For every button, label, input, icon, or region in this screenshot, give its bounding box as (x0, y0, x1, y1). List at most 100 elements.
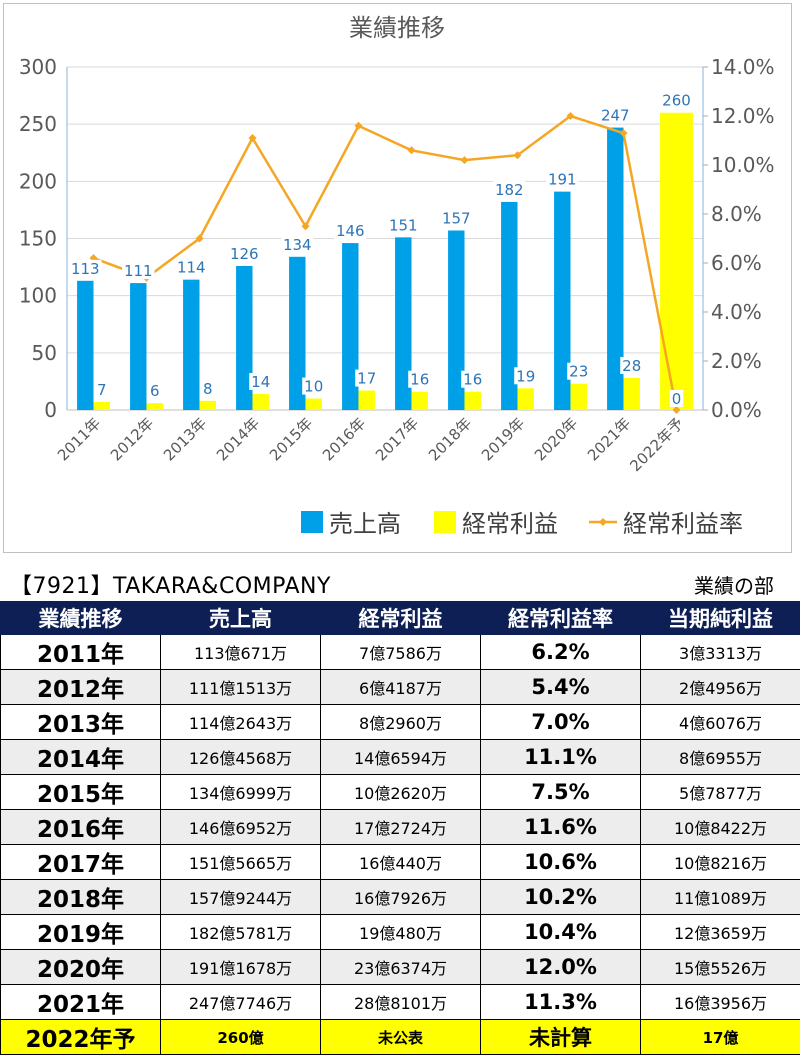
data-label-ordinary-profit: 17 (357, 370, 376, 388)
legend-label-sales: 売上高 (329, 510, 401, 538)
table-cell-sales: 191億1678万 (161, 950, 321, 985)
table-cell-ordinary-profit: 14億6594万 (321, 740, 481, 775)
table-cell-sales: 146億6952万 (161, 810, 321, 845)
x-tick-label: 2015年 (266, 414, 316, 464)
table-cell-net-income: 10億8422万 (641, 810, 800, 845)
data-label-ordinary-profit: 14 (251, 373, 270, 391)
data-label-sales: 182 (495, 181, 524, 199)
x-tick-label: 2018年 (425, 414, 475, 464)
data-label-sales: 134 (283, 236, 312, 254)
table-cell-net-income: 4億6076万 (641, 705, 800, 740)
chart-title: 業績推移 (349, 14, 445, 42)
bar-ordinary-profit (94, 402, 110, 410)
marker-profit-margin (408, 146, 416, 154)
bar-ordinary-profit (412, 392, 428, 410)
table-cell-period: 2011年 (1, 635, 161, 670)
x-tick-label: 2017年 (372, 414, 422, 464)
table-cell-sales: 157億9244万 (161, 880, 321, 915)
y-right-tick-label: 12.0% (711, 104, 775, 128)
table-cell-net-income: 15億5526万 (641, 950, 800, 985)
bar-ordinary-profit (253, 394, 269, 410)
bar-ordinary-profit (660, 113, 693, 410)
bar-sales (130, 283, 146, 410)
table-cell-profit-margin: 10.2% (481, 880, 641, 915)
company-title: 【7921】TAKARA&COMPANY (10, 568, 331, 600)
table-cell-ordinary-profit: 16億440万 (321, 845, 481, 880)
data-label-ordinary-profit: 10 (304, 378, 323, 396)
bar-ordinary-profit (147, 403, 163, 410)
table-cell-net-income: 11億1089万 (641, 880, 800, 915)
table-cell-period: 2013年 (1, 705, 161, 740)
data-label-sales: 151 (389, 216, 418, 234)
table-cell-profit-margin: 7.5% (481, 775, 641, 810)
table-cell-profit-margin: 12.0% (481, 950, 641, 985)
table-cell-ordinary-profit: 28億8101万 (321, 985, 481, 1020)
y-right-tick-label: 6.0% (711, 251, 762, 275)
table-cell-period: 2019年 (1, 915, 161, 950)
legend-swatch-sales (301, 511, 323, 533)
y-left-tick-label: 200 (19, 169, 57, 193)
x-tick-label: 2013年 (160, 414, 210, 464)
data-label-sales: 113 (71, 260, 100, 278)
table-cell-sales: 134億6999万 (161, 775, 321, 810)
performance-chart: 業績推移0501001502002503000.0%2.0%4.0%6.0%8.… (4, 4, 791, 552)
y-right-tick-label: 14.0% (711, 55, 775, 79)
table-cell-sales: 114億2643万 (161, 705, 321, 740)
header-sales: 売上高 (161, 602, 321, 635)
table-cell-sales: 260億 (161, 1020, 321, 1055)
y-left-tick-label: 50 (32, 341, 57, 365)
data-label-ordinary-profit: 28 (622, 357, 641, 375)
table-cell-ordinary-profit: 10億2620万 (321, 775, 481, 810)
data-label-ordinary-profit: 16 (410, 371, 429, 389)
table-cell-net-income: 5億7877万 (641, 775, 800, 810)
y-left-tick-label: 300 (19, 55, 57, 79)
x-tick-label: 2011年 (54, 414, 104, 464)
header-net-income: 当期純利益 (641, 602, 800, 635)
table-cell-ordinary-profit: 23億6374万 (321, 950, 481, 985)
table-cell-ordinary-profit: 16億7926万 (321, 880, 481, 915)
x-tick-label: 2022年予 (626, 414, 687, 475)
table-cell-profit-margin: 6.2% (481, 635, 641, 670)
x-tick-label: 2014年 (213, 414, 263, 464)
table-cell-sales: 126億4568万 (161, 740, 321, 775)
bar-sales (183, 280, 199, 410)
table-cell-period: 2021年 (1, 985, 161, 1020)
y-left-tick-label: 250 (19, 112, 57, 136)
data-label-ordinary-profit: 16 (463, 371, 482, 389)
table-cell-ordinary-profit: 19億480万 (321, 915, 481, 950)
data-label-ordinary-profit: 8 (203, 380, 213, 398)
data-label-sales: 126 (230, 245, 259, 263)
table-cell-period: 2014年 (1, 740, 161, 775)
table-cell-sales: 182億5781万 (161, 915, 321, 950)
bar-sales (77, 281, 93, 410)
data-label-ordinary-profit: 23 (569, 363, 588, 381)
table-cell-sales: 247億7746万 (161, 985, 321, 1020)
bar-ordinary-profit (571, 384, 587, 410)
table-cell-net-income: 8億6955万 (641, 740, 800, 775)
y-right-tick-label: 10.0% (711, 153, 775, 177)
y-right-tick-label: 0.0% (711, 398, 762, 422)
table-cell-profit-margin: 11.3% (481, 985, 641, 1020)
table-cell-period: 2018年 (1, 880, 161, 915)
data-label-ordinary-profit: 6 (150, 382, 160, 400)
table-cell-ordinary-profit: 17億2724万 (321, 810, 481, 845)
bar-ordinary-profit (465, 392, 481, 410)
data-label-sales: 146 (336, 222, 365, 240)
caption-row: 【7921】TAKARA&COMPANY 業績の部 (0, 568, 800, 600)
x-tick-label: 2021年 (584, 414, 634, 464)
section-label: 業績の部 (694, 570, 774, 599)
table-cell-profit-margin: 5.4% (481, 670, 641, 705)
table-cell-sales: 111億1513万 (161, 670, 321, 705)
